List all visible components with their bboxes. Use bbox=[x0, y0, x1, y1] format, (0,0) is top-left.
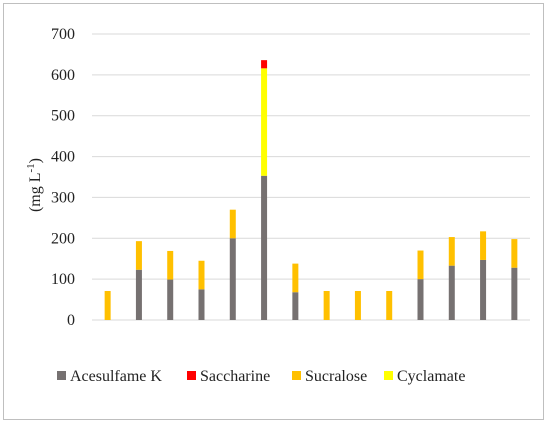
y-axis-title-superscript: -1 bbox=[25, 163, 37, 172]
bar-acesulfame-k bbox=[135, 269, 142, 320]
bar-acesulfame-k bbox=[167, 279, 174, 320]
bar-acesulfame-k bbox=[448, 265, 455, 320]
legend-label: Acesulfame K bbox=[70, 368, 162, 385]
bar-sucralose bbox=[480, 231, 487, 260]
legend-label: Cyclamate bbox=[397, 368, 465, 385]
y-axis-title-main: (mg L bbox=[27, 172, 44, 212]
legend: Acesulfame K Saccharine Sucralose Cyclamate bbox=[57, 368, 465, 385]
bar-sucralose bbox=[135, 241, 142, 270]
y-tick-label: 300 bbox=[51, 189, 75, 206]
legend-swatch bbox=[384, 371, 393, 380]
bar-acesulfame-k bbox=[229, 238, 236, 320]
legend-label: Sucralose bbox=[305, 368, 367, 385]
bar-sucralose bbox=[198, 260, 205, 290]
y-tick-label: 0 bbox=[67, 312, 75, 329]
bar-acesulfame-k bbox=[417, 279, 424, 320]
bar-sucralose bbox=[104, 290, 111, 320]
bar-saccharine bbox=[261, 60, 268, 69]
legend-label: Saccharine bbox=[200, 368, 270, 385]
y-tick-label: 700 bbox=[51, 26, 75, 43]
y-tick-label: 100 bbox=[51, 271, 75, 288]
bar-sucralose bbox=[354, 290, 361, 320]
bar-sucralose bbox=[323, 290, 330, 320]
y-tick-labels: 0 100 200 300 400 500 600 700 bbox=[51, 26, 75, 329]
y-tick-label: 500 bbox=[51, 108, 75, 125]
bar-acesulfame-k bbox=[198, 289, 205, 320]
bar-acesulfame-k bbox=[261, 175, 268, 320]
bar-sucralose bbox=[167, 250, 174, 280]
bar-acesulfame-k bbox=[511, 267, 518, 320]
y-axis-title-close: ) bbox=[27, 158, 44, 163]
bar-acesulfame-k bbox=[292, 292, 299, 320]
bar-sucralose bbox=[448, 237, 455, 266]
chart-frame bbox=[3, 3, 544, 420]
gridlines bbox=[92, 33, 530, 321]
bars bbox=[104, 60, 518, 320]
y-axis-title: (mg L-1) bbox=[25, 158, 44, 212]
bar-sucralose bbox=[386, 290, 393, 320]
y-tick-label: 600 bbox=[51, 67, 75, 84]
y-tick-label: 400 bbox=[51, 149, 75, 166]
bar-sucralose bbox=[417, 250, 424, 280]
bar-sucralose bbox=[229, 209, 236, 239]
legend-swatch bbox=[187, 371, 196, 380]
y-tick-label: 200 bbox=[51, 230, 75, 247]
bar-acesulfame-k bbox=[480, 259, 487, 320]
bar-sucralose bbox=[292, 263, 299, 293]
bar-sucralose bbox=[511, 239, 518, 268]
bar-cyclamate bbox=[261, 68, 268, 176]
legend-swatch bbox=[292, 371, 301, 380]
legend-swatch bbox=[57, 371, 66, 380]
